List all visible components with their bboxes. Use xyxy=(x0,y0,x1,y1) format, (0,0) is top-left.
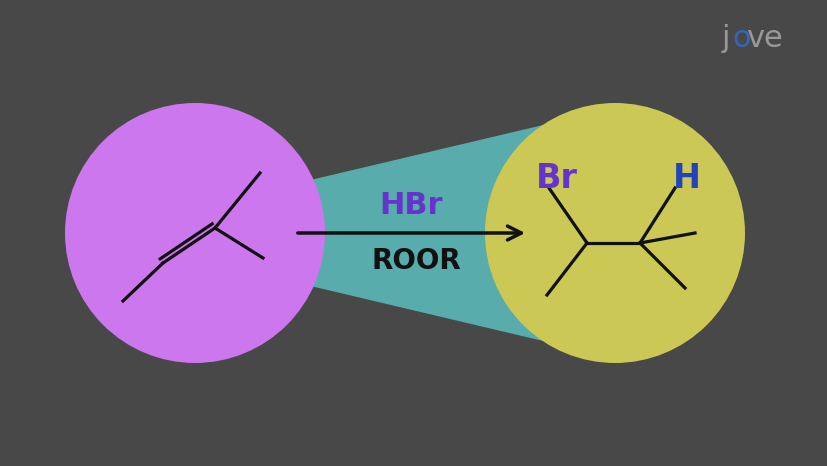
Text: Br: Br xyxy=(535,162,577,194)
Ellipse shape xyxy=(485,103,744,363)
Text: H: H xyxy=(672,162,700,194)
Text: o: o xyxy=(732,23,750,53)
Text: ROOR: ROOR xyxy=(371,247,461,275)
Text: ve: ve xyxy=(745,23,782,53)
Text: HBr: HBr xyxy=(380,191,442,219)
Text: j: j xyxy=(721,23,729,53)
Polygon shape xyxy=(205,108,614,358)
Ellipse shape xyxy=(65,103,325,363)
